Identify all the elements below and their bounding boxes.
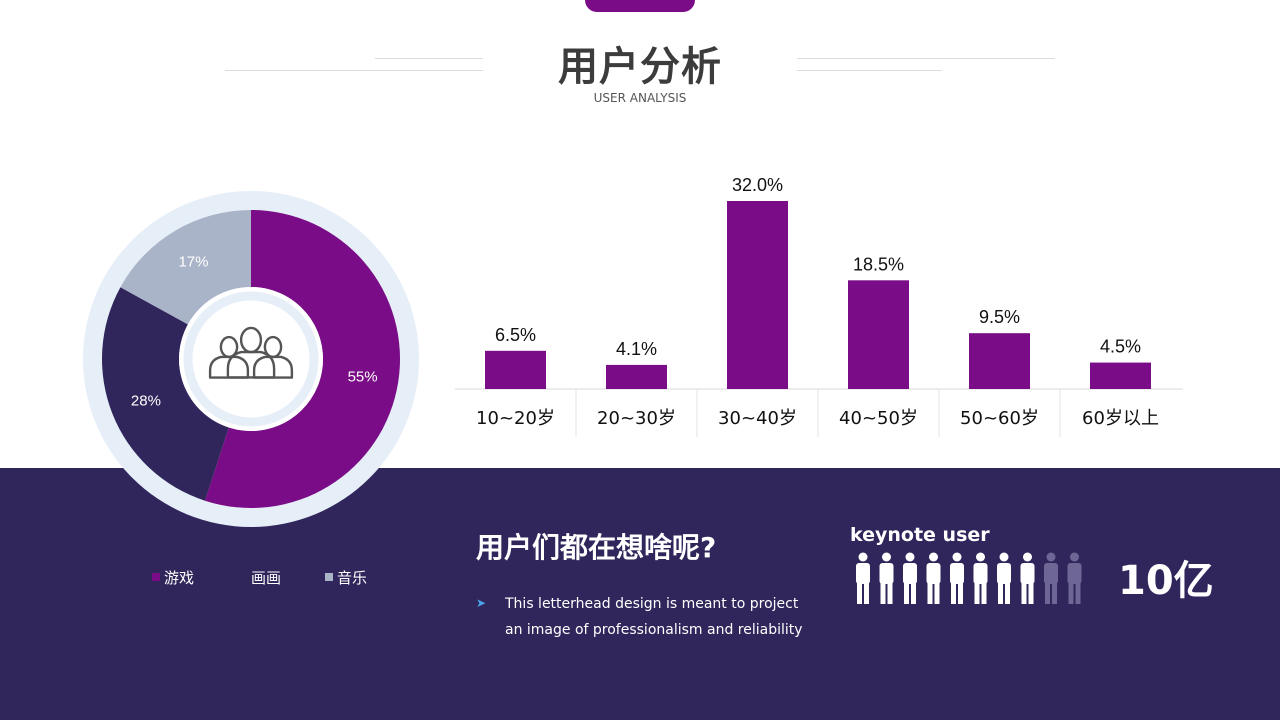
bar-6 [1090,362,1151,389]
bar-1 [485,350,546,389]
bar-4 [848,280,909,389]
bar-category-label-5: 50~60岁 [960,408,1039,429]
people-group-icon [208,326,294,379]
person-icon-8 [1020,552,1035,604]
legend-label-music: 音乐 [337,569,368,587]
donut-label-1: 55% [348,369,378,386]
bar-category-label-3: 30~40岁 [718,408,797,429]
legend-item-drawing: 画画 [251,567,281,588]
age-bar-chart: 6.5% 10~20岁 4.1% 20~30岁 32.0% 30~40岁 18.5% 40~5… [455,175,1183,437]
legend-item-music: 音乐 [325,567,367,588]
bar-category-label-1: 10~20岁 [476,408,555,429]
person-icon-10 [1067,552,1082,604]
donut-slice-3 [120,210,252,325]
bar-category-label-2: 20~30岁 [597,408,676,429]
bar-value-label-5: 9.5% [979,307,1020,327]
bar-2 [606,364,667,389]
bar-value-label-4: 18.5% [853,254,904,274]
donut-slice-1 [204,210,400,508]
donut-label-2: 28% [131,393,161,410]
page-subtitle: USER ANALYSIS [593,91,687,105]
person-icon-3 [903,552,917,604]
people-pictogram [856,552,1082,604]
bar-value-label-6: 4.5% [1100,337,1141,357]
legend-label-drawing: 画画 [251,569,282,587]
title-rule-right [797,58,1055,59]
title-rule-left [225,70,483,71]
person-icon-6 [973,552,988,604]
person-icon-5 [950,552,964,604]
legend-swatch-game [152,573,160,581]
users-total: 10亿 [1118,558,1214,604]
bar-value-label-3: 32.0% [732,175,783,195]
person-icon-4 [926,552,941,604]
legend-label-game: 游戏 [164,569,195,587]
bar-value-label-1: 6.5% [495,325,536,345]
person-icon-9 [1044,552,1058,604]
users-label: keynote user [850,524,990,546]
page-title: 用户分析 [558,44,722,90]
bar-3 [727,201,788,389]
title-rule-left-short [375,58,483,59]
bar-5 [969,333,1030,389]
donut-label-3: 17% [178,254,208,271]
bar-category-label-6: 60岁以上 [1082,408,1159,429]
donut-slice-2 [101,287,229,501]
title-rule-right-short [797,70,942,71]
bullet-text-line-2: an image of professionalism and reliabil… [505,622,803,638]
bullet-text-line-1: This letterhead design is meant to proje… [505,596,799,612]
bullet-arrow-icon: ➤ [476,596,487,610]
person-icon-1 [856,552,870,604]
bar-category-label-4: 40~50岁 [839,408,918,429]
legend-item-game: 游戏 [152,567,194,588]
person-icon-2 [879,552,894,604]
question-heading: 用户们都在想啥呢? [476,531,717,564]
donut-chart: 55% 28% 17% [83,191,419,527]
legend-swatch-music [325,573,333,581]
bar-value-label-2: 4.1% [616,339,657,359]
top-accent-tab [585,0,695,12]
person-icon-7 [997,552,1011,604]
donut-center [183,291,319,427]
